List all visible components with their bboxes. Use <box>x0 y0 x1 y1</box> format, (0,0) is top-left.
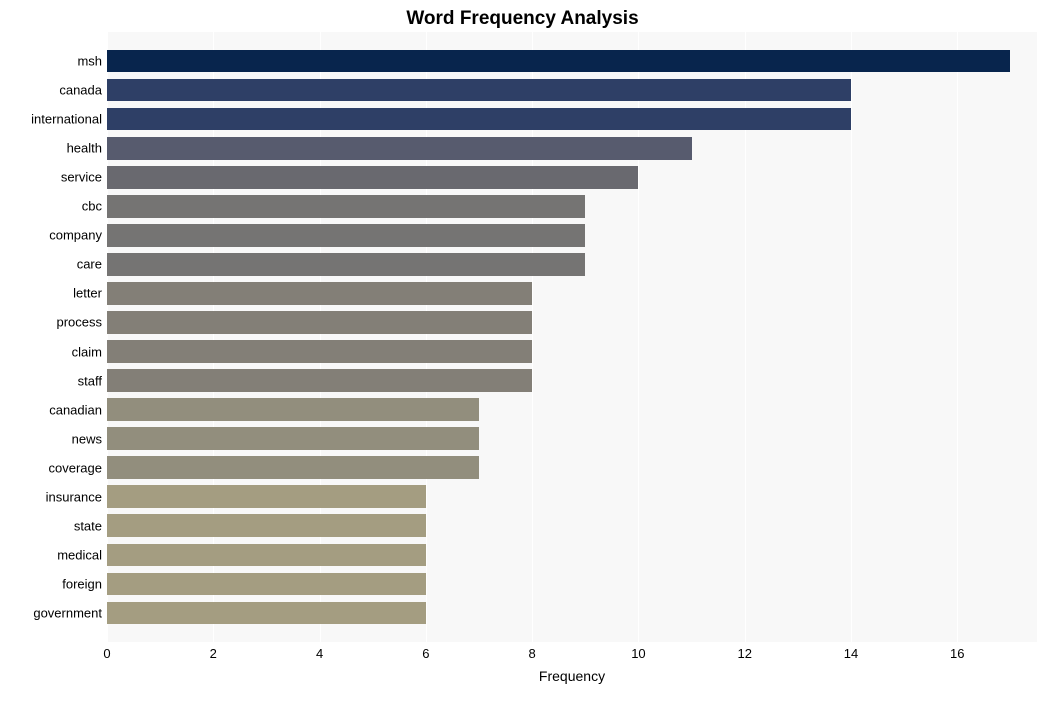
bar <box>107 282 532 305</box>
x-tick-label: 2 <box>210 646 217 661</box>
bar <box>107 514 426 537</box>
bar <box>107 456 479 479</box>
bar-row <box>107 137 1037 160</box>
bar-row <box>107 485 1037 508</box>
bar <box>107 79 851 102</box>
bar-row <box>107 108 1037 131</box>
x-tick-label: 16 <box>950 646 964 661</box>
bar <box>107 544 426 567</box>
x-tick-label: 14 <box>844 646 858 661</box>
y-tick-label: staff <box>78 373 102 388</box>
y-tick-label: government <box>33 605 102 620</box>
bar-row <box>107 79 1037 102</box>
bar-row <box>107 427 1037 450</box>
y-tick-label: coverage <box>49 460 102 475</box>
bar-row <box>107 166 1037 189</box>
bar <box>107 485 426 508</box>
bar-row <box>107 544 1037 567</box>
y-tick-label: process <box>56 315 102 330</box>
x-tick-label: 6 <box>422 646 429 661</box>
y-tick-label: medical <box>57 547 102 562</box>
bar-row <box>107 195 1037 218</box>
bar <box>107 398 479 421</box>
x-tick-label: 4 <box>316 646 323 661</box>
bars-group <box>107 32 1037 642</box>
bar <box>107 195 585 218</box>
bar-row <box>107 224 1037 247</box>
bar <box>107 602 426 625</box>
y-tick-label: canadian <box>49 402 102 417</box>
bar-row <box>107 50 1037 73</box>
bar-row <box>107 311 1037 334</box>
chart-container: Word Frequency Analysis msh canada interna… <box>0 0 1045 701</box>
bar-row <box>107 602 1037 625</box>
bar-row <box>107 514 1037 537</box>
bar <box>107 340 532 363</box>
bar-row <box>107 253 1037 276</box>
bar <box>107 311 532 334</box>
y-tick-label: service <box>61 170 102 185</box>
bar <box>107 166 638 189</box>
y-tick-label: canada <box>59 83 102 98</box>
y-tick-label: health <box>67 141 102 156</box>
bar-row <box>107 398 1037 421</box>
bar-row <box>107 573 1037 596</box>
y-tick-label: cbc <box>82 199 102 214</box>
x-tick-label: 12 <box>737 646 751 661</box>
bar-row <box>107 340 1037 363</box>
y-tick-label: company <box>49 228 102 243</box>
y-tick-label: claim <box>72 344 102 359</box>
bar <box>107 108 851 131</box>
y-tick-label: news <box>72 431 102 446</box>
y-tick-label: foreign <box>62 576 102 591</box>
y-tick-label: letter <box>73 286 102 301</box>
bar <box>107 224 585 247</box>
plot-area <box>107 32 1037 642</box>
bar <box>107 369 532 392</box>
bar-row <box>107 456 1037 479</box>
x-tick-label: 10 <box>631 646 645 661</box>
bar-row <box>107 282 1037 305</box>
y-tick-label: state <box>74 518 102 533</box>
x-axis-labels: 0246810121416 <box>107 646 1037 666</box>
bar-row <box>107 369 1037 392</box>
y-tick-label: international <box>31 112 102 127</box>
bar <box>107 137 692 160</box>
x-tick-label: 0 <box>103 646 110 661</box>
y-tick-label: msh <box>77 54 102 69</box>
bar <box>107 427 479 450</box>
y-tick-label: care <box>77 257 102 272</box>
bar <box>107 573 426 596</box>
chart-title: Word Frequency Analysis <box>0 8 1045 30</box>
y-tick-label: insurance <box>46 489 102 504</box>
y-axis-labels: msh canada international health service cbc co… <box>0 32 102 642</box>
bar <box>107 50 1010 73</box>
bar <box>107 253 585 276</box>
x-tick-label: 8 <box>529 646 536 661</box>
x-axis-title: Frequency <box>107 668 1037 684</box>
